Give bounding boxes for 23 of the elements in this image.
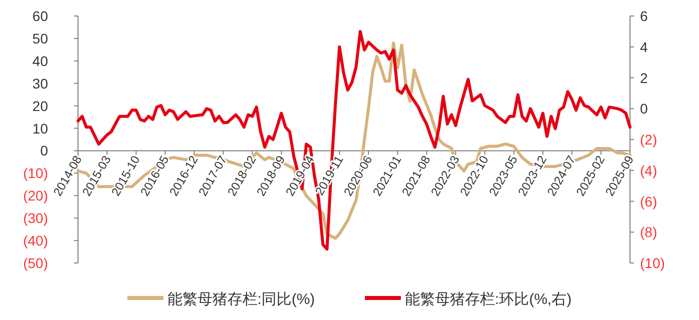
y-tick-label: 30 [32, 75, 48, 92]
y2-tick-label: 2 [640, 70, 648, 86]
y-tick-label: 0 [40, 142, 48, 159]
y-tick-label: 40 [32, 52, 48, 69]
y2-tick-label: 4 [640, 38, 648, 55]
y-tick-label: (40) [23, 232, 48, 249]
y-tick-label: 10 [32, 120, 48, 136]
y2-tick-label: 0 [640, 100, 648, 117]
y2-tick-label: (10) [640, 255, 665, 271]
legend-label: 能繁母猪存栏:同比(%) [167, 291, 315, 308]
y-tick-label: (10) [23, 165, 48, 182]
y-tick-label: 20 [32, 98, 48, 114]
y-tick-label: (20) [23, 188, 48, 204]
y2-tick-label: (4) [640, 162, 658, 178]
y-tick-label: (30) [23, 210, 48, 226]
y2-tick-label: (6) [640, 193, 658, 210]
legend-label: 能繁母猪存栏:环比(%,右) [404, 291, 572, 308]
y-tick-label: 50 [32, 30, 48, 46]
y2-tick-label: 6 [640, 8, 648, 24]
y-tick-label: (50) [23, 255, 48, 271]
y-tick-label: 60 [32, 8, 48, 24]
y2-tick-label: (8) [640, 224, 658, 240]
y2-tick-label: (2) [640, 132, 658, 148]
